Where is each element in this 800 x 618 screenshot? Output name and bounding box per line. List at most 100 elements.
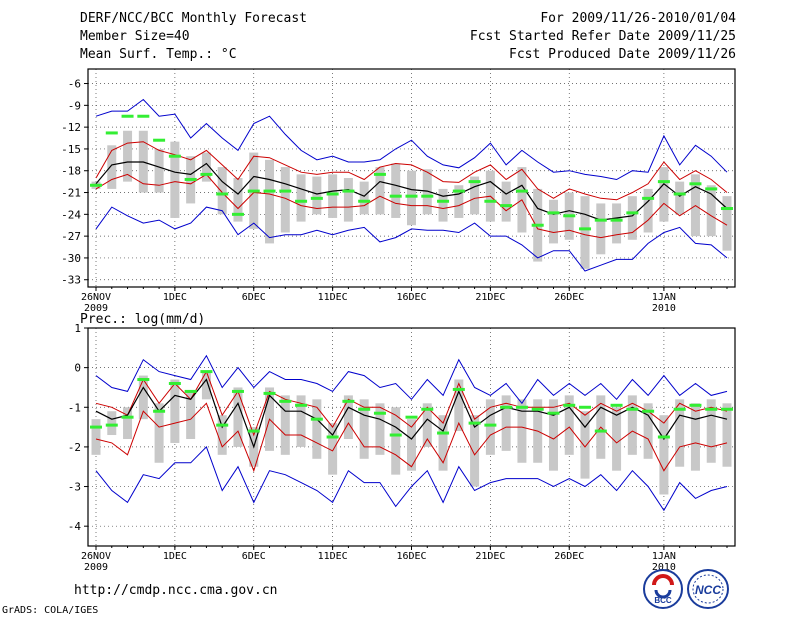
median-marker: [642, 196, 655, 200]
median-marker: [373, 172, 386, 176]
median-marker: [437, 199, 450, 203]
spread-box: [470, 176, 480, 215]
x-tick-label: 6DEC: [242, 292, 266, 303]
produced-date-label: Fcst Produced Date 2009/11/26: [509, 47, 736, 62]
y-tick-label: -24: [61, 208, 81, 221]
median-marker: [610, 218, 623, 222]
median-marker: [689, 403, 702, 407]
series-lower-line: [95, 402, 728, 473]
median-marker: [389, 433, 402, 437]
median-marker: [515, 189, 528, 193]
spread-box: [438, 415, 448, 471]
median-marker: [421, 407, 434, 411]
y-tick-label: -1: [68, 401, 81, 414]
median-marker: [437, 431, 450, 435]
median-marker: [468, 180, 481, 184]
x-tick-label: 16DEC: [396, 292, 426, 303]
spread-box: [154, 148, 164, 193]
spread-box: [643, 403, 653, 459]
median-marker: [626, 211, 639, 215]
spread-box: [280, 167, 290, 233]
grads-credit: GrADS: COLA/IGES: [2, 605, 99, 616]
spread-box: [706, 185, 716, 237]
spread-box: [548, 399, 558, 471]
spread-box: [517, 399, 527, 463]
spread-box: [265, 159, 275, 244]
series-min-line: [95, 206, 728, 272]
series-max-line: [95, 354, 728, 405]
plot-frame: [87, 68, 736, 288]
series-mean-line: [95, 378, 728, 449]
median-marker: [642, 409, 655, 413]
x-tick-label: 1DEC: [163, 551, 187, 562]
plot-frame: [87, 327, 736, 547]
median-marker: [531, 223, 544, 227]
spread-box: [596, 203, 606, 255]
x-tick-label: 1JAN: [652, 551, 676, 562]
median-marker: [705, 407, 718, 411]
spread-box: [217, 415, 227, 455]
x-tick-year-label: 2009: [84, 562, 108, 573]
spread-box: [627, 196, 637, 240]
spread-box: [690, 403, 700, 471]
median-marker: [531, 407, 544, 411]
spread-box: [501, 395, 511, 451]
spread-box: [123, 407, 133, 439]
y-tick-label: 0: [74, 362, 81, 375]
spread-box: [580, 196, 590, 269]
y-tick-label: -15: [61, 143, 81, 156]
y-tick-label: -6: [68, 78, 81, 91]
x-tick-year-label: 2009: [84, 303, 108, 314]
median-marker: [358, 407, 371, 411]
median-marker: [216, 192, 229, 196]
series-upper-line: [95, 141, 728, 201]
median-marker: [295, 403, 308, 407]
started-date-label: Fcst Started Refer Date 2009/11/25: [469, 29, 736, 44]
spread-box: [564, 395, 574, 455]
median-marker: [405, 194, 418, 198]
median-marker: [200, 172, 213, 176]
x-tick-label: 16DEC: [396, 551, 426, 562]
spread-box: [233, 178, 243, 222]
panel-title: Prec.: log(mm/d): [80, 312, 205, 327]
spread-box: [201, 152, 211, 182]
median-marker: [626, 407, 639, 411]
spread-box: [233, 387, 243, 447]
median-marker: [153, 409, 166, 413]
member-size-label: Member Size=40: [80, 29, 190, 44]
spread-box: [612, 407, 622, 471]
y-tick-label: -30: [61, 252, 81, 265]
spread-box: [186, 391, 196, 439]
median-marker: [563, 403, 576, 407]
spread-box: [391, 163, 401, 218]
series-mean-line: [95, 161, 728, 221]
variable-label: Mean Surf. Temp.: °C: [80, 47, 237, 62]
median-marker: [515, 405, 528, 409]
median-marker: [673, 192, 686, 196]
y-tick-label: -2: [68, 441, 81, 454]
median-marker: [500, 405, 513, 409]
median-marker: [231, 212, 244, 216]
median-marker: [279, 399, 292, 403]
median-marker: [342, 399, 355, 403]
spread-box: [170, 379, 180, 443]
spread-box: [217, 167, 227, 215]
median-marker: [405, 415, 418, 419]
median-marker: [295, 199, 308, 203]
median-marker: [279, 189, 292, 193]
spread-box: [296, 395, 306, 447]
median-marker: [421, 194, 434, 198]
median-marker: [105, 423, 118, 427]
spread-box: [407, 170, 416, 226]
x-tick-label: 21DEC: [475, 292, 505, 303]
spread-box: [501, 181, 511, 222]
chart-title: DERF/NCC/BCC Monthly Forecast: [80, 11, 307, 26]
spread-box: [138, 375, 148, 420]
median-marker: [137, 378, 150, 382]
median-marker: [579, 405, 592, 409]
x-tick-label: 1JAN: [652, 292, 676, 303]
spread-box: [454, 185, 464, 218]
